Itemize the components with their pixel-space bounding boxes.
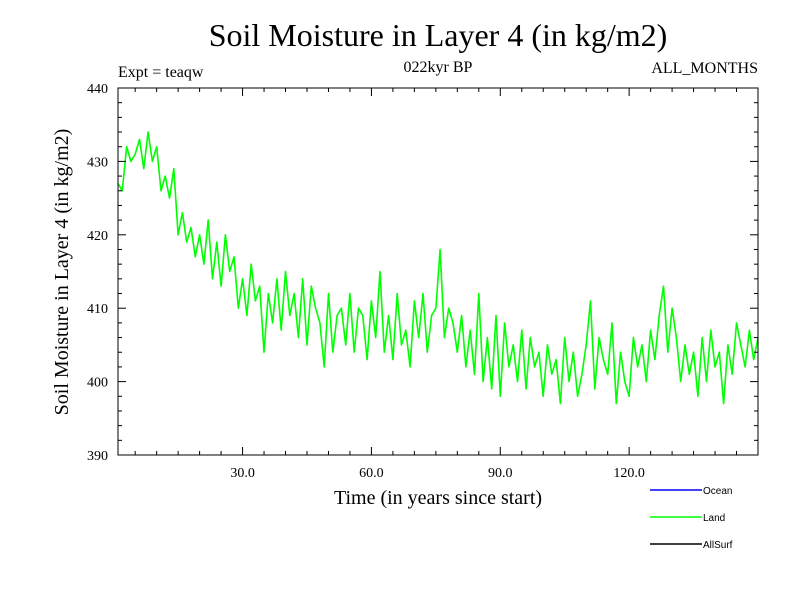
y-tick-label: 390 [87,449,108,464]
chart-title: Soil Moisture in Layer 4 (in kg/m2) [209,17,668,53]
x-tick-label: 30.0 [230,466,255,481]
y-axis-label: Soil Moisture in Layer 4 (in kg/m2) [51,129,73,416]
plot-frame [117,87,759,456]
y-tick-label: 420 [87,229,108,244]
y-tick-label: 410 [87,302,108,317]
legend: Ocean Land AllSurf [650,486,733,551]
y-tick-label: 400 [87,376,108,391]
period-label: 022kyr BP [404,59,473,76]
x-tick-label: 90.0 [488,466,513,481]
x-tick-label: 120.0 [613,466,645,481]
legend-label-allsurf: AllSurf [703,540,733,551]
x-axis-ticks: 30.0 60.0 90.0 120.0 [134,88,738,481]
months-label: ALL_MONTHS [651,60,758,77]
y-tick-label: 440 [87,82,108,97]
experiment-label: Expt = teaqw [118,64,204,81]
y-tick-label: 430 [87,155,108,170]
legend-label-ocean: Ocean [703,486,732,497]
y-axis-ticks: 390 400 410 420 430 440 [87,82,758,464]
series-line-land [117,131,759,405]
plot-lines [117,131,759,405]
x-axis-label: Time (in years since start) [334,487,542,509]
legend-label-land: Land [703,513,725,524]
x-tick-label: 60.0 [359,466,384,481]
